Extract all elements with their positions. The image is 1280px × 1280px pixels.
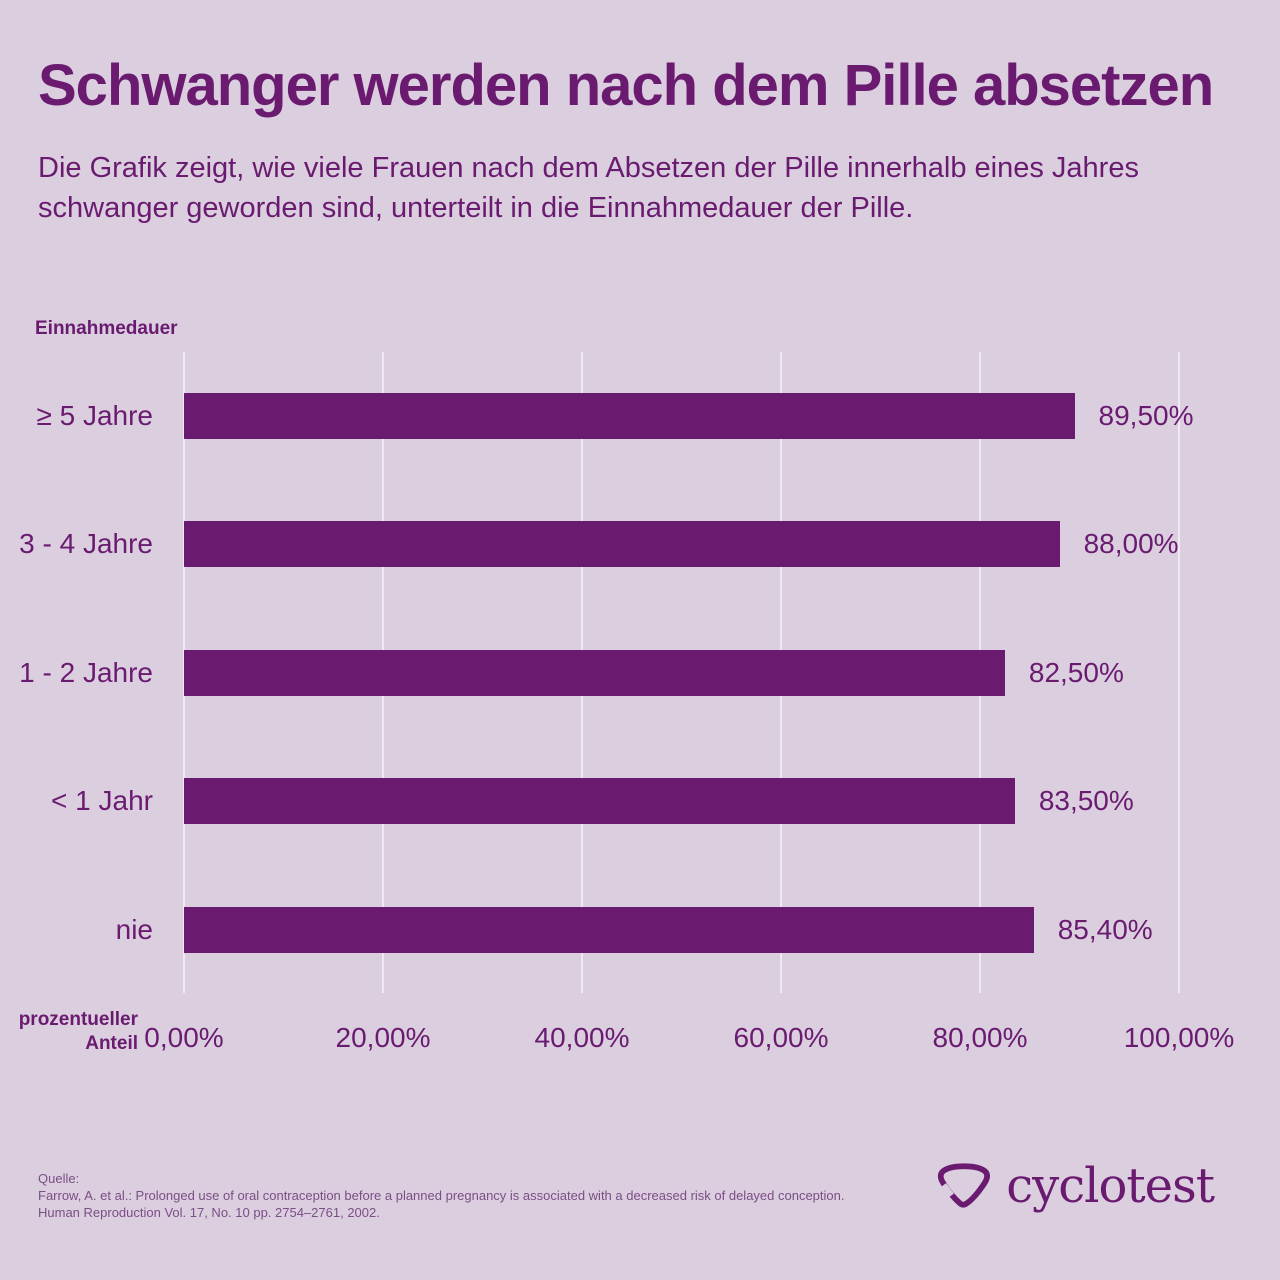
brand-logo: cyclotest <box>936 1158 1215 1214</box>
source-note: Quelle: Farrow, A. et al.: Prolonged use… <box>38 1170 845 1221</box>
category-label: nie <box>115 913 153 945</box>
value-label: 83,50% <box>1038 785 1134 817</box>
source-line-1: Farrow, A. et al.: Prolonged use of oral… <box>38 1188 845 1203</box>
value-label: 85,40% <box>1057 913 1153 945</box>
y-axis-title: Einnahmedauer <box>35 318 178 339</box>
source-line-2: Human Reproduction Vol. 17, No. 10 pp. 2… <box>38 1205 380 1220</box>
value-label: 88,00% <box>1083 528 1179 560</box>
category-label: ≥ 5 Jahre <box>36 399 153 431</box>
bar <box>184 778 1015 825</box>
subtitle-line-1: Die Grafik zeigt, wie viele Frauen nach … <box>38 152 1139 184</box>
category-label: 1 - 2 Jahre <box>19 656 153 688</box>
x-tick-label: 80,00% <box>932 1022 1028 1053</box>
brand-name: cyclotest <box>1006 1158 1215 1214</box>
cyclotest-logo-icon <box>938 1163 991 1208</box>
bar <box>184 392 1075 439</box>
x-tick-label: 40,00% <box>534 1022 630 1053</box>
bar-row: 1 - 2 Jahre 82,50% <box>19 649 1179 696</box>
category-label: < 1 Jahr <box>51 785 153 817</box>
x-tick-label: 20,00% <box>335 1022 431 1053</box>
value-label: 89,50% <box>1098 399 1194 431</box>
bar-row: < 1 Jahr 83,50% <box>51 778 1179 825</box>
value-label: 82,50% <box>1028 656 1124 688</box>
gridline <box>1178 352 1180 993</box>
source-label: Quelle: <box>38 1171 80 1186</box>
x-tick-label: 0,00% <box>144 1022 224 1053</box>
category-label: 3 - 4 Jahre <box>19 528 153 560</box>
bar <box>184 521 1060 568</box>
x-tick-label: 100,00% <box>1123 1022 1235 1053</box>
bar-row: nie 85,40% <box>116 906 1179 953</box>
x-axis-title: prozentueller Anteil <box>18 1009 138 1054</box>
bar-row: 3 - 4 Jahre 88,00% <box>19 521 1179 568</box>
bar <box>184 649 1005 696</box>
x-tick-label: 60,00% <box>733 1022 829 1053</box>
page-subtitle: Die Grafik zeigt, wie viele Frauen nach … <box>38 148 1139 228</box>
page-title: Schwanger werden nach dem Pille absetzen <box>38 53 1214 118</box>
bar-row: ≥ 5 Jahre 89,50% <box>36 392 1193 439</box>
x-axis-ticks: 0,00% 20,00% 40,00% 60,00% 80,00% 100,00% <box>144 1022 1234 1056</box>
plot-area: ≥ 5 Jahre 89,50% 3 - 4 Jahre 88,00% 1 - 2 Ja… <box>19 352 1193 993</box>
subtitle-line-2: schwanger geworden sind, unterteilt in d… <box>38 192 914 224</box>
bar <box>184 906 1034 953</box>
